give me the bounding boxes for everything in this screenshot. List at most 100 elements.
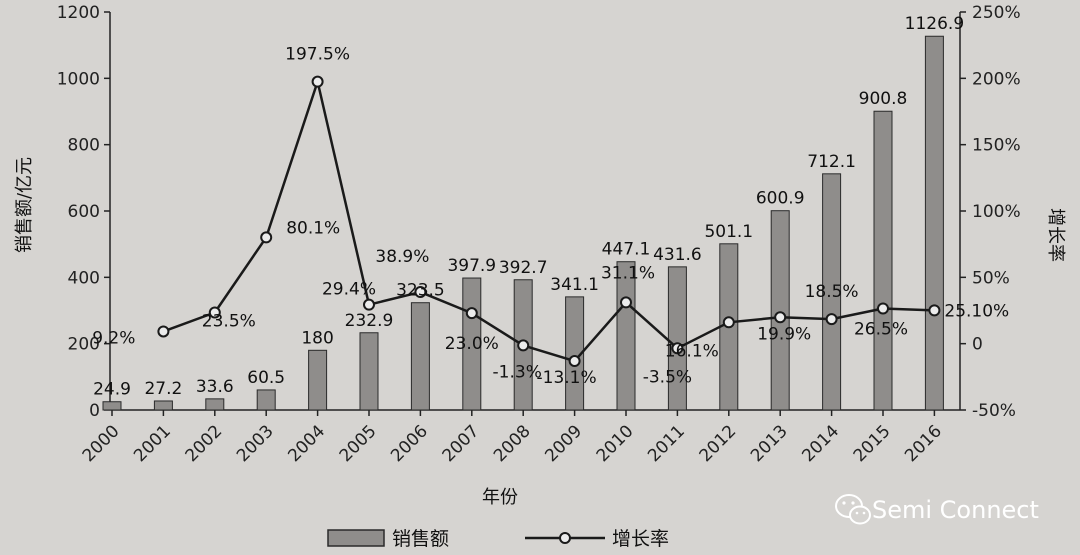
bar bbox=[410, 302, 430, 411]
y-axis-title: 销售额/亿元 bbox=[14, 157, 35, 253]
growth-value-label: 16.1% bbox=[665, 341, 719, 361]
growth-marker bbox=[825, 313, 838, 326]
x-tick-label: 2014 bbox=[798, 421, 843, 466]
bar bbox=[153, 400, 173, 411]
bar-value-label: 397.9 bbox=[447, 256, 496, 276]
y-tick-label: 200 bbox=[68, 335, 100, 355]
bar-value-label: 232.9 bbox=[345, 311, 394, 331]
growth-value-label: -1.3% bbox=[493, 362, 542, 382]
growth-value-label: -3.5% bbox=[643, 367, 692, 387]
legend: 销售额 增长率 bbox=[327, 528, 669, 550]
growth-value-label: 26.5% bbox=[854, 320, 908, 340]
x-tick-label: 2010 bbox=[593, 421, 638, 466]
bar-value-label: 447.1 bbox=[602, 240, 651, 260]
x-tick-label: 2004 bbox=[284, 421, 329, 466]
x-tick-label: 2007 bbox=[439, 421, 484, 466]
bar-value-label: 392.7 bbox=[499, 258, 548, 278]
y-tick-label: 800 bbox=[68, 136, 100, 156]
growth-value-label: 18.5% bbox=[805, 282, 859, 302]
y-tick-label: 400 bbox=[68, 268, 100, 288]
y2-tick-label: 150% bbox=[972, 136, 1021, 156]
growth-value-label: 197.5% bbox=[285, 45, 350, 65]
bar-value-label: 431.6 bbox=[653, 245, 702, 265]
growth-marker bbox=[465, 307, 478, 320]
x-tick-label: 2009 bbox=[541, 421, 586, 466]
x-tick-label: 2016 bbox=[901, 421, 946, 466]
bar bbox=[205, 398, 225, 411]
growth-marker bbox=[928, 304, 941, 317]
growth-value-label: 80.1% bbox=[286, 218, 340, 238]
growth-value-label: -13.1% bbox=[537, 368, 597, 388]
bar-value-label: 323.5 bbox=[396, 281, 445, 301]
legend-line-label: 增长率 bbox=[612, 528, 669, 550]
growth-value-label: 25.10% bbox=[944, 301, 1009, 321]
growth-value-label: 9.2% bbox=[92, 328, 135, 348]
bar bbox=[308, 349, 328, 411]
bar-value-label: 180 bbox=[301, 328, 333, 348]
y2-tick-label: 250% bbox=[972, 3, 1021, 23]
y2-tick-label: -50% bbox=[972, 401, 1016, 421]
wechat-icon bbox=[835, 494, 871, 525]
bar bbox=[924, 35, 944, 411]
x-tick-label: 2003 bbox=[233, 421, 278, 466]
legend-bar-swatch bbox=[327, 529, 385, 547]
bars-group bbox=[102, 35, 944, 411]
legend-bar-label: 销售额 bbox=[392, 528, 449, 550]
growth-marker bbox=[568, 355, 581, 368]
x-tick-label: 2015 bbox=[850, 421, 895, 466]
bar bbox=[770, 210, 790, 411]
x-tick-label: 2000 bbox=[79, 421, 124, 466]
growth-marker bbox=[414, 286, 427, 299]
y2-tick-label: 50% bbox=[972, 268, 1010, 288]
x-tick-label: 2012 bbox=[696, 421, 741, 466]
growth-marker bbox=[260, 231, 273, 244]
x-tick-label: 2006 bbox=[387, 421, 432, 466]
growth-value-label: 31.1% bbox=[601, 263, 655, 283]
growth-value-label: 38.9% bbox=[375, 247, 429, 267]
growth-marker bbox=[517, 339, 530, 352]
bar bbox=[667, 266, 687, 411]
y2-tick-label: 200% bbox=[972, 69, 1021, 89]
growth-marker bbox=[620, 296, 632, 309]
bar-value-label: 24.9 bbox=[93, 380, 131, 400]
bar bbox=[616, 261, 636, 411]
y-tick-label: 0 bbox=[89, 401, 100, 421]
bar-value-label: 33.6 bbox=[196, 377, 234, 397]
bar-value-label: 900.8 bbox=[859, 89, 908, 109]
bar bbox=[822, 173, 842, 411]
line-group bbox=[157, 75, 941, 368]
x-tick-label: 2005 bbox=[336, 421, 381, 466]
growth-value-label: 29.4% bbox=[322, 280, 376, 300]
bar bbox=[256, 389, 276, 411]
growth-marker bbox=[208, 306, 221, 319]
bar-value-label: 600.9 bbox=[756, 189, 805, 209]
growth-marker bbox=[722, 316, 735, 329]
bar-value-label: 27.2 bbox=[144, 379, 182, 399]
x-tick-label: 2002 bbox=[182, 421, 227, 466]
y-tick-label: 1200 bbox=[57, 3, 100, 23]
bar-value-label: 501.1 bbox=[704, 222, 753, 242]
x-tick-label: 2001 bbox=[130, 421, 175, 466]
legend-line-marker bbox=[559, 532, 571, 544]
watermark: Semi Connect bbox=[835, 494, 1039, 525]
watermark-text: Semi Connect bbox=[872, 496, 1039, 524]
growth-marker bbox=[774, 311, 787, 324]
x-tick-label: 2011 bbox=[644, 421, 689, 466]
bar-value-label: 341.1 bbox=[550, 275, 599, 295]
bar-value-label: 1126.9 bbox=[905, 14, 964, 34]
growth-line bbox=[162, 80, 935, 363]
bar bbox=[102, 401, 122, 411]
growth-value-label: 19.9% bbox=[757, 324, 811, 344]
y2-tick-label: 0 bbox=[972, 335, 983, 355]
growth-marker bbox=[157, 325, 170, 338]
growth-marker bbox=[363, 298, 375, 311]
bar-value-label: 60.5 bbox=[247, 368, 285, 388]
x-axis-title: 年份 bbox=[482, 487, 518, 508]
growth-value-label: 23.5% bbox=[202, 311, 256, 331]
growth-marker bbox=[311, 75, 324, 88]
y-tick-label: 600 bbox=[68, 202, 100, 222]
growth-marker bbox=[877, 302, 889, 315]
